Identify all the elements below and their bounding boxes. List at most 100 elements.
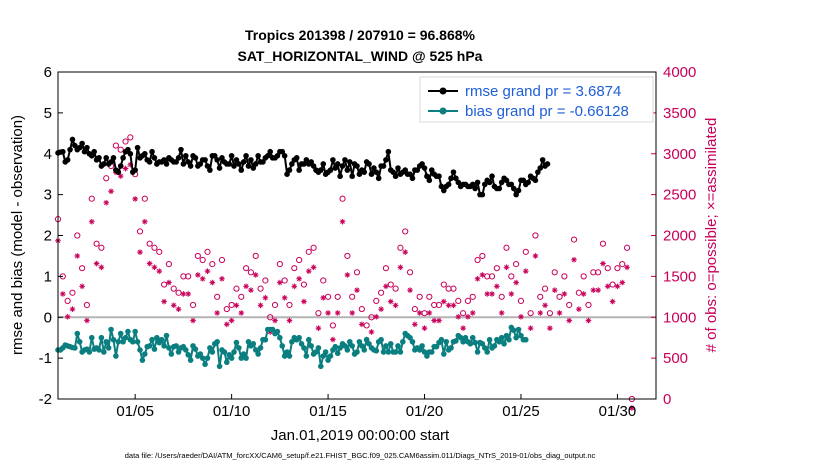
rmse-point xyxy=(489,173,495,180)
obs-assimilated-stroke xyxy=(590,287,596,293)
bias-point xyxy=(277,334,283,341)
obs-assimilated-stroke xyxy=(600,261,606,266)
obs-assimilated-point xyxy=(248,287,254,293)
obs-possible-point xyxy=(522,248,529,255)
y-right-tick-label: 1500 xyxy=(663,268,696,285)
obs-assimilated-stroke xyxy=(393,303,398,308)
bias-point xyxy=(262,336,269,343)
rmse-point xyxy=(238,167,245,173)
bias-point xyxy=(501,341,507,347)
bias-point xyxy=(223,359,230,366)
obs-assimilated-point xyxy=(185,291,192,297)
obs-assimilated-stroke xyxy=(171,303,177,308)
rmse-point xyxy=(481,181,488,188)
rmse-point xyxy=(334,161,341,167)
rmse-point xyxy=(175,155,182,161)
obs-assimilated-point xyxy=(262,294,269,301)
obs-possible-point xyxy=(151,244,158,251)
rmse-point xyxy=(173,159,179,165)
rmse-point xyxy=(320,161,327,167)
bias-point xyxy=(392,349,399,355)
bias-point xyxy=(255,351,261,357)
obs-possible-point xyxy=(141,195,148,202)
bias-point xyxy=(202,361,208,368)
rmse-point xyxy=(151,155,158,161)
obs-assimilated-stroke xyxy=(378,306,384,312)
obs-assimilated-stroke xyxy=(200,276,205,282)
bias-point xyxy=(161,343,167,349)
obs-assimilated-point xyxy=(378,306,384,312)
obs-assimilated-point xyxy=(445,302,452,309)
rmse-point xyxy=(214,157,220,163)
y-tick-label: -2 xyxy=(39,391,52,408)
obs-assimilated-point xyxy=(252,272,259,278)
obs-assimilated-stroke xyxy=(475,276,480,282)
obs-assimilated-point xyxy=(339,218,346,225)
obs-possible-point xyxy=(238,293,245,300)
rmse-point xyxy=(178,146,184,153)
rmse-point xyxy=(127,150,134,157)
obs-assimilated-point xyxy=(170,302,177,309)
rmse-point xyxy=(204,163,211,169)
bias-point xyxy=(484,349,491,355)
obs-assimilated-point xyxy=(498,310,505,316)
obs-possible-point xyxy=(595,269,602,276)
obs-possible-point xyxy=(329,322,336,329)
rmse-point xyxy=(395,165,401,171)
obs-assimilated-stroke xyxy=(610,299,615,304)
obs-possible-point xyxy=(175,289,182,296)
rmse-point xyxy=(344,167,351,173)
rmse-point xyxy=(402,167,409,173)
bias-point xyxy=(74,330,81,337)
obs-assimilated-stroke xyxy=(306,268,312,274)
obs-assimilated-point xyxy=(484,291,491,297)
obs-assimilated-point xyxy=(325,310,331,316)
obs-assimilated-point xyxy=(576,306,582,312)
obs-assimilated-point xyxy=(460,325,466,331)
bias-point xyxy=(274,328,281,335)
obs-possible-point xyxy=(320,277,327,284)
obs-possible-point xyxy=(570,236,578,243)
obs-assimilated-point xyxy=(122,165,129,172)
rmse-point xyxy=(255,152,261,159)
obs-possible-point xyxy=(382,265,390,272)
bias-point xyxy=(110,336,117,343)
bias-point xyxy=(204,355,211,361)
bias-point xyxy=(419,343,425,349)
obs-assimilated-point xyxy=(93,260,100,267)
obs-possible-point xyxy=(623,244,631,251)
obs-possible-point xyxy=(344,252,351,260)
bias-point xyxy=(491,343,498,349)
obs-possible-point xyxy=(411,305,418,313)
rmse-point xyxy=(146,159,153,165)
rmse-point xyxy=(96,155,102,161)
obs-assimilated-point xyxy=(527,325,534,331)
x-tick-label: 01/05 xyxy=(116,403,154,420)
bias-point xyxy=(168,351,175,357)
rmse-point xyxy=(544,161,551,167)
obs-assimilated-point xyxy=(383,283,389,290)
bias-point xyxy=(346,338,353,345)
obs-assimilated-point xyxy=(305,268,312,274)
rmse-point xyxy=(279,148,286,155)
bias-point xyxy=(187,357,194,363)
obs-assimilated-stroke xyxy=(576,306,582,312)
y-right-tick-label: 2500 xyxy=(663,187,696,204)
obs-assimilated-stroke xyxy=(460,325,466,331)
obs-assimilated-stroke xyxy=(137,249,143,255)
y-axis-label: rmse and bias (model - observation) xyxy=(9,115,26,355)
obs-possible-point xyxy=(334,293,341,300)
bias-point xyxy=(510,327,517,334)
bias-point xyxy=(108,326,114,333)
obs-assimilated-point xyxy=(209,279,216,286)
y-tick-label: 0 xyxy=(44,309,52,326)
obs-assimilated-point xyxy=(614,283,621,290)
obs-assimilated-stroke xyxy=(205,268,210,274)
y-tick-label: -1 xyxy=(39,350,52,367)
bias-point xyxy=(296,334,302,341)
obs-assimilated-point xyxy=(595,287,601,293)
obs-assimilated-point xyxy=(175,306,182,312)
obs-possible-point xyxy=(117,146,124,153)
obs-possible-point xyxy=(88,195,95,202)
obs-assimilated-stroke xyxy=(383,284,389,289)
